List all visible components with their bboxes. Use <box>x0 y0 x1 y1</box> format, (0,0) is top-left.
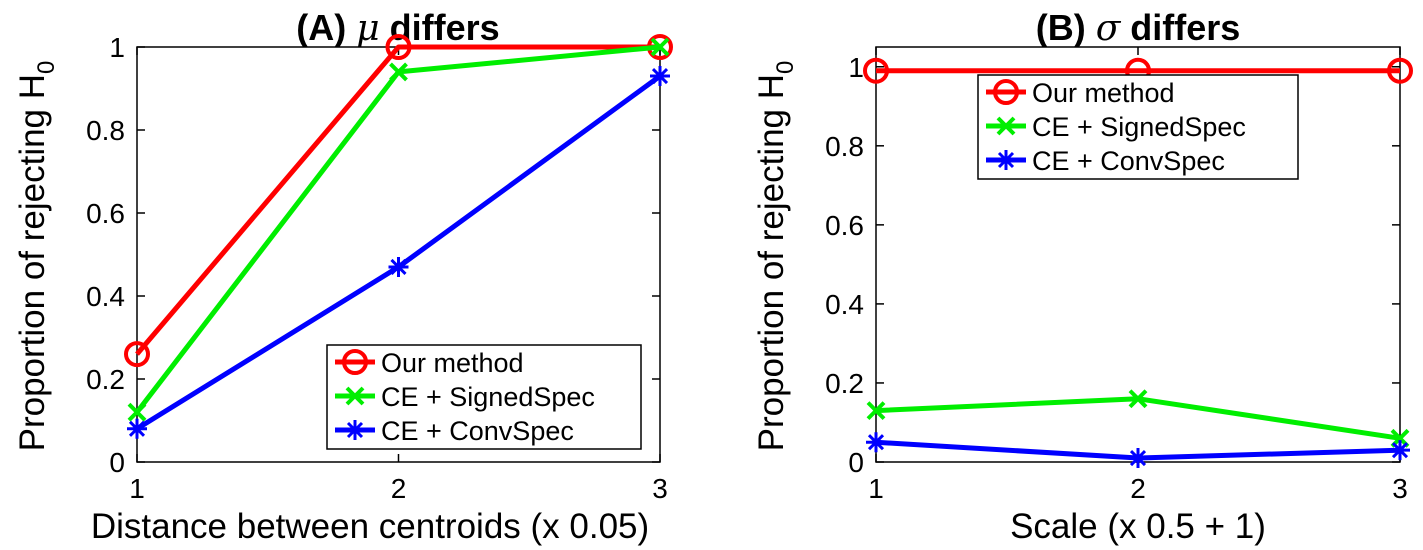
y-tick-label: 1 <box>848 52 864 83</box>
data-point <box>866 401 886 421</box>
chart-title: (A) μ differs <box>296 7 499 49</box>
series-1 <box>863 57 1413 84</box>
legend-label: Our method <box>1032 78 1175 108</box>
data-point <box>863 57 889 84</box>
legend: Our method CE + SignedSpec CE + ConvSpec <box>326 344 642 450</box>
legend-box <box>977 74 1299 180</box>
y-tick-label: 0.2 <box>825 368 864 399</box>
chart-title-symbol: μ <box>356 8 379 49</box>
series-3 <box>866 432 1410 469</box>
legend-entry: CE + ConvSpec <box>986 146 1225 176</box>
legend-label: CE + SignedSpec <box>1032 112 1246 142</box>
x-tick-label: 2 <box>1130 473 1146 504</box>
data-point <box>866 432 886 453</box>
data-point <box>650 37 670 57</box>
data-point <box>388 256 409 277</box>
panel-b: 0 0.2 0.4 0.6 0.8 1 1 2 3 (B) σ differs Scale (x 0… <box>752 7 1413 546</box>
data-point <box>127 418 147 439</box>
x-axis-label: Distance between centroids (x 0.05) <box>91 507 649 546</box>
y-tick-label: 0.6 <box>86 198 125 229</box>
y-axis-label-subscript: 0 <box>772 61 799 74</box>
data-point <box>1128 448 1148 469</box>
series-3 <box>127 66 670 439</box>
y-axis-label-text: Proportion of rejecting H <box>752 74 791 451</box>
x-tick-label: 2 <box>391 473 407 504</box>
x-tick-label: 1 <box>868 473 884 504</box>
x-tick-label: 3 <box>1392 473 1408 504</box>
y-tick-label: 0.6 <box>825 210 864 241</box>
data-point <box>389 62 408 82</box>
y-axis-label-text: Proportion of rejecting H <box>13 74 52 451</box>
y-tick-label: 0 <box>109 447 125 478</box>
y-axis-label-subscript: 0 <box>33 61 60 74</box>
y-tick-label: 0 <box>848 447 864 478</box>
x-axis-label: Scale (x 0.5 + 1) <box>1010 507 1266 546</box>
y-tick-label: 0.8 <box>825 131 864 162</box>
legend-entry: CE + ConvSpec <box>335 416 574 446</box>
chart-title: (B) σ differs <box>1036 7 1241 49</box>
legend-label: CE + ConvSpec <box>381 416 574 446</box>
chart-title-prefix: (B) <box>1036 7 1096 48</box>
legend-marker <box>342 349 368 375</box>
legend-entry: Our method <box>335 348 524 378</box>
y-tick-label: 0.4 <box>825 289 864 320</box>
series-line <box>135 44 660 356</box>
series-2 <box>127 37 670 422</box>
chart-title-suffix: differs <box>380 7 500 48</box>
legend-entry: CE + SignedSpec <box>335 382 595 412</box>
chart-title-symbol: σ <box>1096 8 1122 49</box>
data-point <box>650 66 670 87</box>
chart-title-suffix: differs <box>1120 7 1240 48</box>
legend-label: CE + ConvSpec <box>1032 146 1225 176</box>
data-point <box>385 34 412 60</box>
legend-label: Our method <box>381 348 524 378</box>
y-tick-label: 1 <box>109 32 125 63</box>
y-axis-label: Proportion of rejecting H0 <box>752 61 799 452</box>
legend-marker <box>996 116 1016 136</box>
data-point <box>127 402 147 422</box>
panel-a: 0 0.2 0.4 0.6 0.8 1 1 2 3 (A) μ differs Distance b… <box>13 7 673 546</box>
legend-marker <box>996 150 1016 170</box>
y-tick-label: 0.2 <box>86 364 125 395</box>
y-axis-label: Proportion of rejecting H0 <box>13 61 60 452</box>
legend-marker <box>345 386 365 406</box>
data-point <box>1128 389 1148 409</box>
legend-box <box>326 344 642 450</box>
legend-marker <box>993 79 1019 105</box>
legend-entry: CE + SignedSpec <box>986 112 1246 142</box>
legend-entry: Our method <box>986 78 1175 108</box>
y-tick-label: 0.8 <box>86 115 125 146</box>
legend-label: CE + SignedSpec <box>381 382 595 412</box>
legend-marker <box>345 420 365 440</box>
x-tick-label: 1 <box>129 473 145 504</box>
chart-title-prefix: (A) <box>296 7 356 48</box>
data-point <box>124 341 150 368</box>
data-point <box>1387 57 1413 84</box>
y-tick-label: 0.4 <box>86 281 125 312</box>
data-point <box>1390 440 1410 461</box>
x-tick-label: 3 <box>652 473 668 504</box>
legend: Our method CE + SignedSpec CE + ConvSpec <box>977 74 1299 180</box>
